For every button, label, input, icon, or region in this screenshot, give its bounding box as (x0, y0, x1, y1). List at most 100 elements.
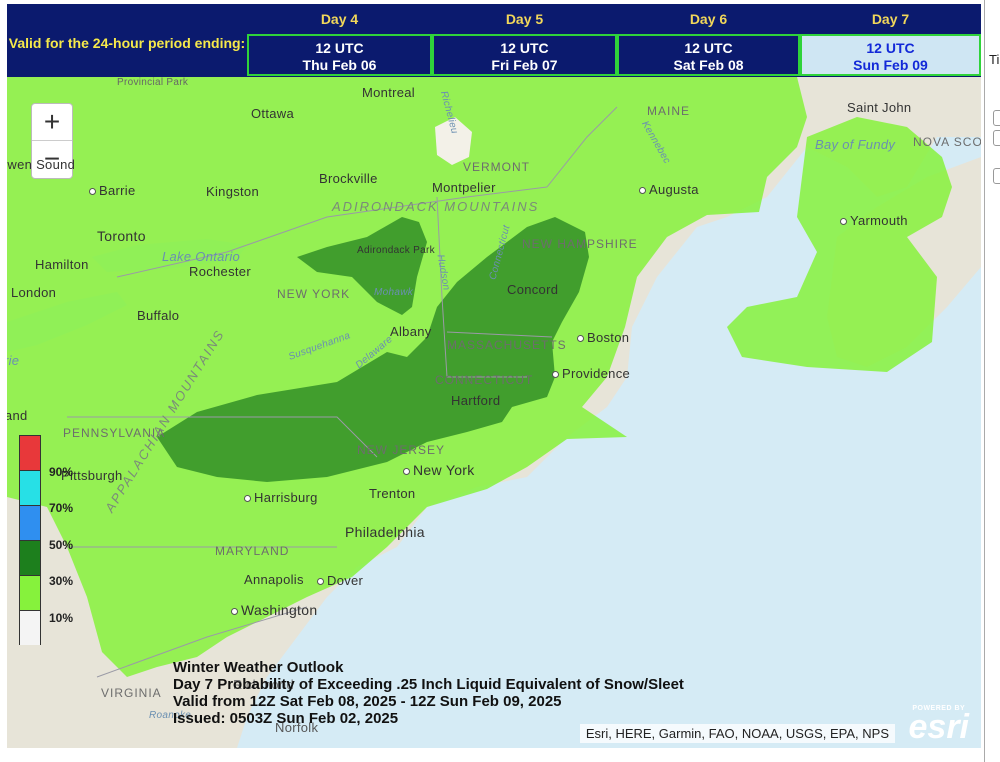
city-label: Hartford (451, 393, 501, 408)
legend-label-30: 30% (49, 574, 74, 588)
city-label: London (11, 285, 57, 300)
pa-ny-border (67, 416, 378, 458)
legend-label-50: 50% (49, 538, 74, 552)
tab-day-7-date: Sun Feb 09 (853, 57, 928, 73)
ma-border (446, 331, 553, 338)
tab-day-7[interactable]: 12 UTC Sun Feb 09 (800, 34, 981, 76)
day-4-title: Day 4 (320, 11, 359, 27)
city-label: Toronto (97, 228, 146, 244)
maine-border (546, 106, 618, 188)
city-label: Dover (317, 573, 363, 588)
zoom-out-button[interactable]: − (32, 140, 72, 177)
legend-swatch-50-70 (19, 505, 41, 540)
map-view[interactable]: + − Montreal Ottawa Barrie Kingston Broc… (7, 77, 981, 748)
probability-30-area (157, 217, 589, 482)
borders (67, 106, 618, 678)
tab-day-4-utc: 12 UTC (315, 40, 364, 56)
city-label: Concord (507, 282, 559, 297)
probability-30-adirondack (297, 217, 427, 315)
city-label: Buffalo (137, 308, 180, 323)
city-label: Montpelier (432, 180, 496, 195)
legend-swatch-70-90 (19, 470, 41, 505)
city-label: Yarmouth (840, 213, 908, 228)
legend-swatch-90 (19, 435, 41, 470)
water-label: Erie (7, 353, 20, 368)
city-label: Brockville (319, 171, 378, 186)
water-label: Lake Ontario (162, 249, 241, 264)
header-bar: Valid for the 24-hour period ending: Day… (7, 4, 981, 77)
state-label: MASSACHUSETTS (447, 338, 567, 352)
state-label: MAINE (647, 104, 691, 118)
caption-valid: Valid from 12Z Sat Feb 08, 2025 - 12Z Su… (173, 693, 562, 710)
state-label: MARYLAND (215, 544, 290, 558)
state-label: NEW YORK (277, 287, 351, 301)
esri-logo[interactable]: POWERED BY esri (908, 705, 970, 746)
river-label: Roanoke (149, 710, 192, 721)
city-label: Philadelphia (345, 524, 425, 540)
state-label: NEW HAMPSHIRE (522, 237, 638, 251)
city-label: Richmond (233, 677, 294, 692)
city-label: Norfolk (275, 720, 319, 735)
city-label: Hamilton (35, 257, 89, 272)
city-label: Harrisburg (244, 490, 318, 505)
tab-day-6[interactable]: 12 UTC Sat Feb 08 (617, 34, 800, 76)
city-label: Owen Sound (7, 157, 76, 172)
legend-swatch-30-50 (19, 540, 41, 575)
city-label: Montreal (362, 85, 415, 100)
city-label: Providence (552, 366, 630, 381)
city-label: Kingston (206, 184, 259, 199)
city-label: Saint John (847, 100, 912, 115)
city-label: Annapolis (244, 572, 304, 587)
state-label: NOVA SCOTIA (913, 135, 981, 149)
state-label: CONNECTICUT (435, 373, 534, 387)
map-attribution[interactable]: Esri, HERE, Garmin, FAO, NOAA, USGS, EPA… (579, 724, 895, 743)
zoom-control: + − (31, 103, 73, 179)
tab-day-4-date: Thu Feb 06 (302, 57, 377, 73)
city-label: Trenton (369, 486, 416, 501)
city-label: Barrie (89, 183, 135, 198)
state-label: VERMONT (463, 160, 530, 174)
city-label: New York (403, 462, 475, 478)
city-label: Albany (390, 324, 432, 339)
legend-label-10: 10% (49, 611, 74, 625)
zoom-in-button[interactable]: + (43, 106, 61, 137)
side-panel: Ti (984, 0, 1000, 762)
quebec-gap (435, 117, 472, 165)
caption-title: Winter Weather Outlook (173, 659, 344, 676)
legend-swatch-10-30 (19, 575, 41, 610)
day-7-title: Day 7 (871, 11, 910, 27)
tab-day-6-date: Sat Feb 08 (673, 57, 744, 73)
state-label: VIRGINIA (101, 686, 162, 700)
tab-day-4[interactable]: 12 UTC Thu Feb 06 (247, 34, 432, 76)
side-checkbox[interactable] (993, 130, 1000, 146)
park-label: Adirondack Park (357, 245, 435, 256)
legend-swatch-0-10 (19, 610, 41, 645)
us-canada-border (116, 186, 548, 278)
caption-issued: Issued: 0503Z Sun Feb 02, 2025 (173, 710, 399, 727)
day-6-title: Day 6 (689, 11, 728, 27)
city-label: Cleveland (7, 408, 28, 423)
tab-day-6-utc: 12 UTC (684, 40, 733, 56)
legend: 90% 70% 50% 30% 10% (19, 435, 73, 645)
city-label: Rochester (189, 264, 251, 279)
tab-day-5-date: Fri Feb 07 (491, 57, 558, 73)
legend-label-70: 70% (49, 501, 74, 515)
side-checkbox[interactable] (993, 110, 1000, 126)
valid-period-label: Valid for the 24-hour period ending: (8, 35, 246, 51)
state-label: NEW JERSEY (357, 443, 446, 457)
tab-day-5-utc: 12 UTC (500, 40, 549, 56)
tab-day-7-utc: 12 UTC (866, 40, 915, 56)
probability-10-area-east (727, 117, 952, 372)
outlook-caption: Winter Weather Outlook Day 7 Probability… (173, 659, 684, 727)
range-label: ADIRONDACK MOUNTAINS (332, 199, 540, 214)
day-5-title: Day 5 (505, 11, 544, 27)
state-label: PENNSYLVANIA (63, 426, 166, 440)
tab-day-5[interactable]: 12 UTC Fri Feb 07 (432, 34, 617, 76)
legend-label-90: 90% (49, 465, 74, 479)
city-label: Augusta (639, 182, 699, 197)
ny-vt-border (436, 196, 448, 378)
map-canvas (7, 77, 981, 748)
city-label: Ottawa (251, 106, 294, 121)
city-label: Washington (231, 602, 317, 618)
side-checkbox[interactable] (993, 168, 1000, 184)
